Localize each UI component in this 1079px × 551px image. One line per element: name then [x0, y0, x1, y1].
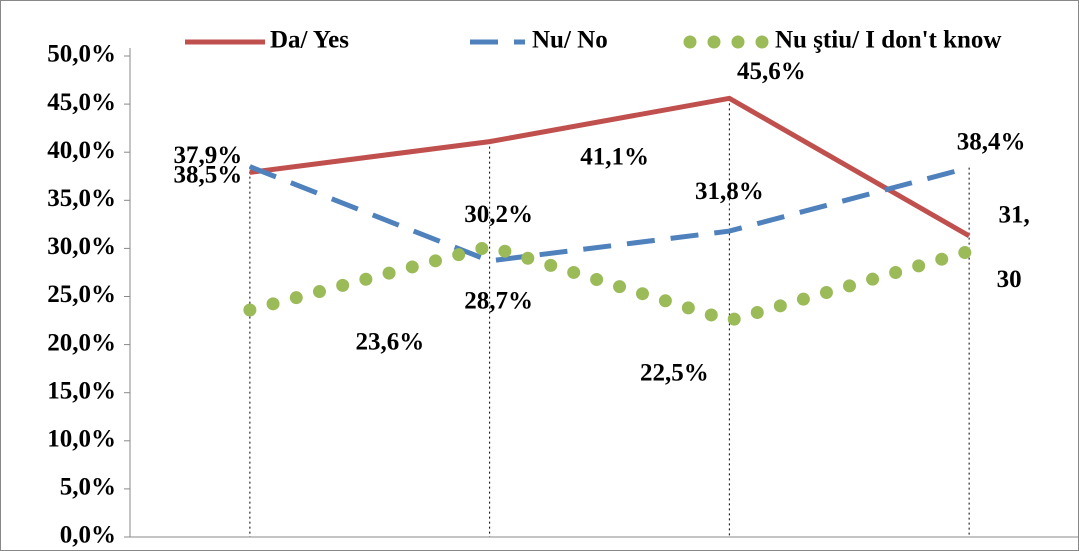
data-label: 31,8%	[695, 178, 764, 205]
series-line	[249, 95, 971, 239]
y-tick-label: 30,0%	[47, 233, 116, 260]
data-label: 28,7%	[464, 288, 533, 315]
y-tick-label: 15,0%	[47, 377, 116, 404]
data-label: 31,	[999, 202, 1030, 229]
legend-label: Da/ Yes	[270, 27, 349, 54]
y-tick-label: 10,0%	[47, 426, 116, 453]
data-label: 30,2%	[464, 201, 533, 228]
y-tick-label: 40,0%	[47, 137, 116, 164]
series-line	[243, 239, 976, 328]
y-tick-label: 45,0%	[47, 89, 116, 116]
series-line	[248, 164, 970, 264]
y-tick-label: 35,0%	[47, 185, 116, 212]
data-label: 22,5%	[640, 359, 709, 386]
y-tick-label: 20,0%	[47, 329, 116, 356]
data-label: 41,1%	[580, 143, 649, 170]
data-label: 37,9%	[174, 142, 243, 169]
data-label: 23,6%	[356, 329, 425, 356]
data-label: 45,6%	[737, 58, 806, 85]
y-tick-label: 50,0%	[47, 41, 116, 68]
y-tick-label: 5,0%	[60, 474, 116, 501]
y-tick-label: 25,0%	[47, 281, 116, 308]
data-label: 30	[997, 266, 1022, 293]
legend-label: Nu ştiu/ I don't know	[775, 27, 1001, 54]
data-label: 38,4%	[957, 128, 1026, 155]
y-tick-label: 0,0%	[60, 522, 116, 549]
legend-label: Nu/ No	[532, 27, 608, 54]
data-label: 38,5%	[174, 161, 243, 188]
